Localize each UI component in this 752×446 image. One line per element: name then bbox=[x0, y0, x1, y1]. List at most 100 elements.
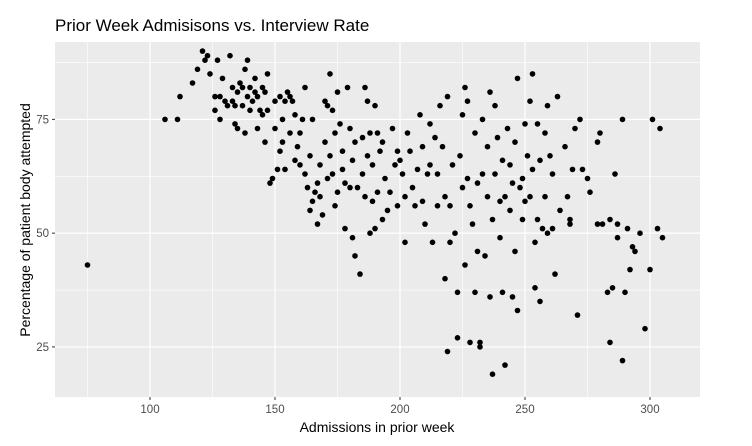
data-point bbox=[372, 225, 378, 232]
data-point bbox=[272, 98, 278, 104]
data-point bbox=[542, 130, 548, 136]
data-point bbox=[472, 289, 478, 296]
y-tick-label: 25 bbox=[36, 342, 49, 354]
data-point bbox=[267, 180, 273, 186]
data-point bbox=[537, 157, 543, 164]
data-point bbox=[314, 180, 321, 186]
data-point bbox=[419, 143, 426, 150]
data-point bbox=[194, 66, 201, 73]
data-point bbox=[487, 294, 493, 300]
data-point bbox=[394, 203, 401, 209]
data-point bbox=[434, 171, 441, 177]
data-point bbox=[542, 193, 548, 200]
data-point bbox=[484, 193, 491, 200]
data-point bbox=[324, 102, 331, 109]
data-point bbox=[579, 166, 586, 173]
data-point bbox=[522, 198, 528, 205]
data-point bbox=[384, 207, 391, 214]
data-point bbox=[597, 130, 603, 136]
data-point bbox=[337, 121, 343, 127]
data-point bbox=[264, 71, 271, 77]
minor-gridlines bbox=[55, 42, 700, 397]
data-point bbox=[509, 294, 516, 300]
data-point bbox=[252, 89, 258, 95]
data-point bbox=[277, 148, 283, 154]
data-point bbox=[522, 121, 528, 127]
x-tick-label: 150 bbox=[265, 404, 284, 416]
data-point bbox=[309, 198, 316, 205]
data-point bbox=[392, 162, 398, 168]
data-point bbox=[242, 130, 248, 136]
data-point bbox=[229, 84, 236, 91]
data-point bbox=[332, 203, 338, 209]
data-point bbox=[204, 52, 211, 59]
data-point bbox=[552, 271, 558, 277]
data-point bbox=[282, 98, 288, 104]
data-point bbox=[244, 93, 251, 100]
data-point bbox=[394, 148, 401, 154]
major-gridlines bbox=[55, 42, 700, 397]
data-point bbox=[529, 71, 536, 77]
data-point bbox=[414, 166, 421, 173]
data-point bbox=[502, 193, 508, 200]
data-point bbox=[242, 66, 248, 73]
data-point bbox=[594, 139, 601, 145]
data-point bbox=[254, 125, 261, 132]
data-point bbox=[507, 162, 513, 168]
data-point bbox=[477, 344, 483, 350]
data-point bbox=[349, 157, 356, 164]
data-point bbox=[299, 116, 306, 123]
data-point bbox=[474, 180, 481, 186]
data-point bbox=[537, 298, 543, 305]
data-point bbox=[439, 143, 446, 150]
data-point bbox=[219, 75, 226, 82]
data-point bbox=[247, 107, 253, 114]
data-point bbox=[532, 239, 538, 246]
data-point bbox=[327, 71, 333, 77]
data-point bbox=[599, 221, 606, 227]
data-point bbox=[322, 139, 328, 145]
data-point bbox=[512, 248, 518, 255]
data-point bbox=[174, 116, 181, 123]
data-point bbox=[562, 143, 568, 150]
data-point bbox=[342, 180, 348, 186]
data-point bbox=[297, 130, 303, 136]
data-point bbox=[659, 234, 666, 241]
y-tick-label: 50 bbox=[36, 228, 49, 240]
data-point bbox=[472, 130, 478, 136]
data-point bbox=[239, 102, 246, 109]
data-point bbox=[334, 89, 341, 95]
data-point bbox=[612, 171, 618, 177]
data-point bbox=[84, 262, 91, 268]
data-point bbox=[632, 248, 638, 255]
data-point bbox=[352, 253, 358, 259]
data-point bbox=[312, 189, 318, 195]
x-tick-label: 100 bbox=[140, 404, 159, 416]
data-point bbox=[532, 285, 538, 291]
data-point bbox=[364, 98, 371, 104]
data-point bbox=[369, 162, 376, 168]
data-point bbox=[217, 93, 223, 100]
data-point bbox=[374, 130, 381, 136]
data-point bbox=[359, 171, 366, 177]
data-point bbox=[454, 289, 461, 296]
data-point bbox=[162, 116, 168, 123]
data-point bbox=[212, 93, 218, 100]
data-point bbox=[462, 262, 468, 268]
data-point bbox=[647, 266, 653, 273]
data-point bbox=[529, 166, 536, 173]
data-point bbox=[422, 221, 428, 227]
data-point bbox=[227, 52, 233, 59]
x-tick-label: 250 bbox=[515, 404, 534, 416]
data-point bbox=[534, 216, 541, 223]
data-point bbox=[492, 102, 498, 109]
data-point bbox=[324, 175, 331, 182]
data-point bbox=[279, 139, 286, 145]
data-point bbox=[319, 212, 326, 218]
data-point bbox=[229, 98, 236, 104]
data-point bbox=[629, 244, 636, 250]
data-point bbox=[217, 116, 223, 123]
data-points bbox=[84, 48, 666, 378]
data-point bbox=[289, 98, 296, 104]
data-point bbox=[404, 130, 411, 136]
